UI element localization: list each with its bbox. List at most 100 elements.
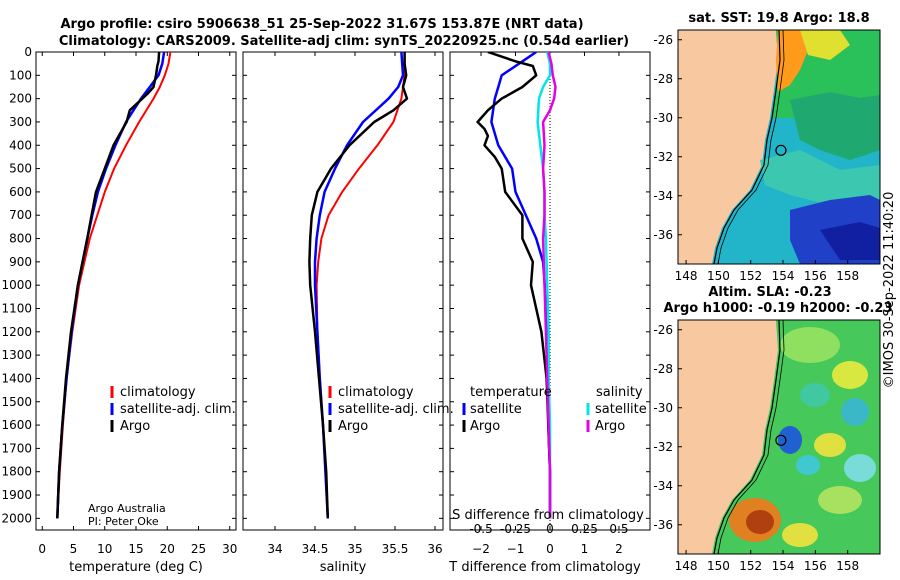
temperature-lines (56, 52, 172, 519)
legend-satellite: satellite-adj. clim. (120, 402, 236, 417)
s-tick-label: 0.25 (571, 522, 598, 536)
x-tick-label: 1 (581, 542, 589, 556)
sst-profile-marker (775, 144, 787, 156)
map-x-tick-label: 158 (836, 559, 859, 573)
legend-argo: Argo (120, 419, 150, 434)
temperature-legend: climatology satellite-adj. clim. Argo (110, 385, 236, 434)
sla-map-title-2: Argo h1000: -0.19 h2000: -0.23 (663, 301, 892, 316)
sla-patch (841, 398, 869, 426)
map-x-tick-label: 152 (739, 269, 762, 283)
depth-tick-label: 1800 (1, 465, 32, 479)
depth-tick-label: 700 (9, 208, 32, 222)
map-y-tick-label: -36 (653, 228, 673, 242)
sla-patch (800, 383, 830, 407)
title-line-1: Argo profile: csiro 5906638_51 25-Sep-20… (60, 17, 583, 32)
sst-warm-core (776, 30, 808, 92)
s-tick-label: -0.25 (500, 522, 531, 536)
x-tick-label: 30 (222, 542, 237, 556)
depth-tick-label: 900 (9, 255, 32, 269)
series-line-3 (308, 52, 409, 519)
x-tick-label: 0 (38, 542, 46, 556)
map-x-tick-label: 148 (675, 269, 698, 283)
legend-t-argo: Argo (470, 419, 500, 434)
depth-tick-label: 400 (9, 138, 32, 152)
map-y-tick-label: -28 (653, 72, 673, 86)
depth-tick-label: 1500 (1, 395, 32, 409)
x-tick-label: −1 (507, 542, 525, 556)
legend-argo: Argo (338, 419, 368, 434)
x-tick-label: 15 (128, 542, 143, 556)
depth-tick-label: 500 (9, 162, 32, 176)
map-x-tick-label: 156 (804, 269, 827, 283)
x-tick-label: 34 (267, 542, 282, 556)
credit-line-2: PI: Peter Oke (88, 515, 159, 528)
temperature-axes (35, 51, 237, 531)
map-y-tick-label: -26 (653, 323, 673, 337)
map-x-tick-label: 158 (836, 269, 859, 283)
series-line-3 (56, 52, 161, 519)
s-tick-label: -0.5 (469, 522, 492, 536)
sla-map-frame (677, 319, 881, 555)
salinity-legend: climatology satellite-adj. clim. Argo (328, 385, 454, 434)
map-y-tick-label: -32 (653, 150, 673, 164)
legend-temperature-title: temperature (470, 385, 552, 400)
series-line-2 (476, 52, 552, 519)
map-x-tick-label: 154 (772, 269, 795, 283)
sst-green-patch (790, 92, 880, 160)
series-line-2 (56, 52, 166, 519)
x-tick-label: 10 (97, 542, 112, 556)
salinity-axes (242, 51, 444, 531)
x-tick-label: 25 (191, 542, 206, 556)
x-tick-label: 2 (615, 542, 623, 556)
sla-high-core (746, 510, 774, 534)
salinity-lines (308, 52, 409, 519)
sla-isobath (717, 320, 785, 554)
sla-profile-marker (775, 434, 787, 446)
legend-s-argo: Argo (595, 419, 625, 434)
map-y-tick-label: -32 (653, 440, 673, 454)
sst-map-title: sat. SST: 19.8 Argo: 18.8 (688, 11, 869, 26)
sla-coastline (713, 320, 781, 554)
map-y-tick-label: -30 (653, 111, 673, 125)
difference-lines (476, 52, 557, 519)
map-y-tick-label: -28 (653, 362, 673, 376)
depth-tick-label: 1200 (1, 325, 32, 339)
credit-line-1: Argo Australia (88, 502, 166, 515)
legend-salinity-title: salinity (596, 385, 643, 400)
x-tick-label: 34.5 (302, 542, 329, 556)
depth-tick-label: 1900 (1, 488, 32, 502)
series-line-1 (315, 52, 406, 519)
depth-tick-label: 0 (24, 45, 32, 59)
depth-tick-label: 1100 (1, 301, 32, 315)
x-tick-label: 5 (70, 542, 78, 556)
sst-coastline (713, 30, 781, 264)
depth-tick-labels: 0 100 200 300 400 500 600 700 800 900 1000 1100 1200… (1, 45, 32, 525)
map-x-tick-label: 152 (739, 559, 762, 573)
s-tick-label: 0.5 (609, 522, 628, 536)
depth-tick-label: 1000 (1, 278, 32, 292)
depth-tick-label: 200 (9, 92, 32, 106)
x-tick-label: 36 (427, 542, 442, 556)
difference-xlabel: T difference from climatology (448, 560, 641, 575)
sla-map-title-1: Altim. SLA: -0.23 (708, 285, 831, 300)
legend-satellite: satellite-adj. clim. (338, 402, 454, 417)
s-difference-xlabel: S difference from climatology (452, 508, 644, 523)
sla-map (678, 320, 880, 554)
sla-map-ticks: 148 150 152 154 156 158 -26 -28 -30 -32 -34 -36 (653, 323, 859, 573)
depth-tick-label: 1700 (1, 441, 32, 455)
x-tick-label: 0 (546, 542, 554, 556)
map-x-tick-label: 148 (675, 559, 698, 573)
legend-climatology: climatology (338, 385, 414, 400)
series-line-1 (490, 52, 552, 519)
depth-tick-label: 2000 (1, 511, 32, 525)
map-x-tick-label: 156 (804, 559, 827, 573)
x-tick-label: 35.5 (382, 542, 409, 556)
legend-s-satellite: satellite (595, 402, 647, 417)
x-tick-label: 35 (347, 542, 362, 556)
depth-tick-label: 100 (9, 68, 32, 82)
sst-isobath (717, 30, 785, 264)
depth-tick-label: 300 (9, 115, 32, 129)
sla-low (778, 426, 802, 454)
temperature-ticks: 0 5 10 15 20 25 30 (36, 51, 237, 556)
